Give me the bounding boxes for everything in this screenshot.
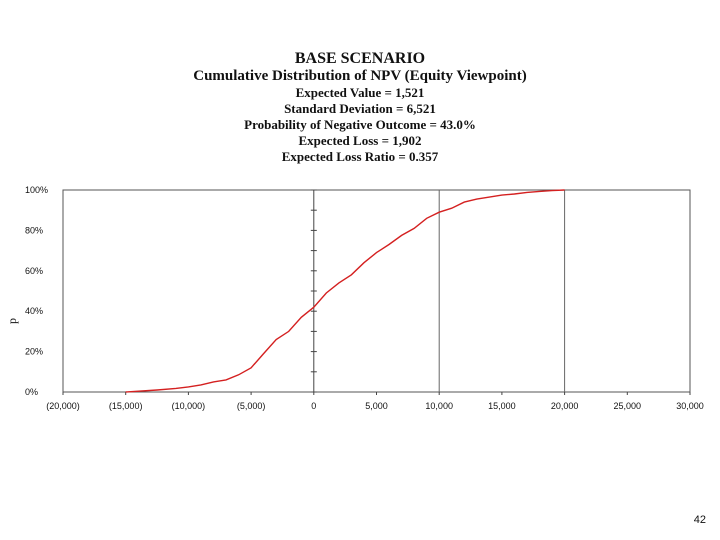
x-tick-label-0: (20,000)	[46, 401, 80, 411]
chart-subtitle: Cumulative Distribution of NPV (Equity V…	[193, 68, 527, 84]
stat-probability-negative: Probability of Negative Outcome = 43.0%	[244, 117, 476, 132]
chart-title: BASE SCENARIO	[294, 50, 426, 67]
y-tick-label-2: 40%	[25, 306, 43, 316]
y-tick-label-3: 60%	[25, 266, 43, 276]
x-tick-label-10: 30,000	[676, 401, 704, 411]
y-tick-label-4: 80%	[25, 225, 43, 235]
stat-expected-value: Expected Value = 1,521	[295, 85, 425, 100]
y-tick-label-0: 0%	[25, 387, 38, 397]
chart-titles: BASE SCENARIO Cumulative Distribution of…	[0, 50, 720, 165]
x-tick-label-4: 0	[311, 401, 316, 411]
page-number: 42	[693, 514, 706, 526]
y-tick-label-1: 20%	[25, 347, 43, 357]
x-tick-label-5: 5,000	[365, 401, 388, 411]
cdf-series-line	[125, 189, 565, 393]
x-tick-label-9: 25,000	[614, 401, 642, 411]
x-tick-label-8: 20,000	[551, 401, 579, 411]
stat-expected-loss-ratio: Expected Loss Ratio = 0.357	[281, 149, 439, 164]
x-tick-label-3: (5,000)	[237, 401, 266, 411]
stat-standard-deviation: Standard Deviation = 6,521	[284, 101, 436, 116]
x-tick-label-6: 10,000	[425, 401, 453, 411]
y-axis-title: p	[5, 318, 19, 324]
x-tick-label-7: 15,000	[488, 401, 516, 411]
stat-expected-loss: Expected Loss = 1,902	[298, 133, 422, 148]
x-tick-label-2: (10,000)	[172, 401, 206, 411]
x-tick-label-1: (15,000)	[109, 401, 143, 411]
plot-area-frame	[62, 189, 691, 393]
y-tick-label-5: 100%	[25, 185, 48, 195]
